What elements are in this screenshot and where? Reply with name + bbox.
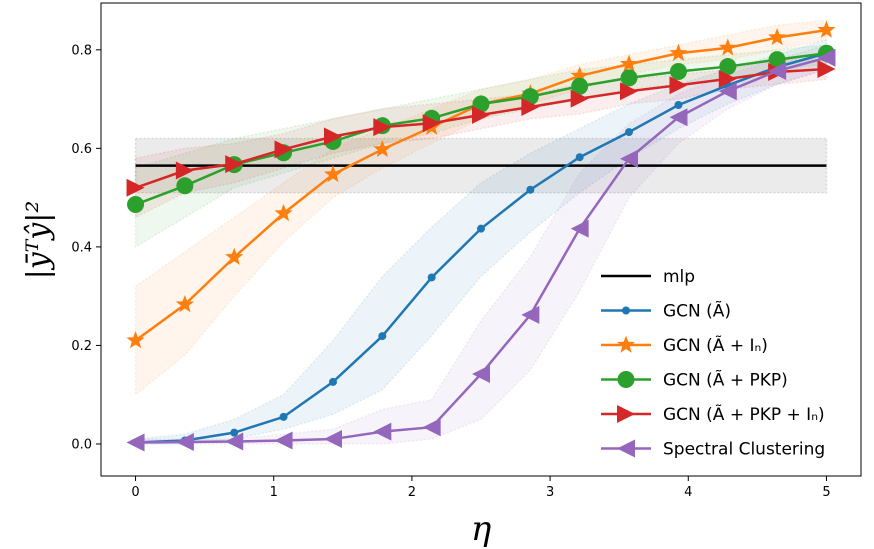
data-point [669,43,688,61]
data-point [669,62,687,80]
data-point [373,422,392,441]
data-point [274,203,293,222]
data-point [622,306,630,315]
data-point [126,178,145,197]
data-point [570,219,589,238]
data-point [570,66,589,84]
data-point [323,164,343,183]
y-tick-label: 0.4 [71,240,92,255]
legend-item: GCN (Ã + PKP + Iₙ) [601,403,825,425]
data-point [373,118,392,137]
series-4 [126,60,836,197]
legend-label: GCN (Ã + PKP) [663,369,788,391]
data-point [768,27,787,46]
data-point [230,428,239,437]
data-point [176,177,194,195]
confidence-band-4 [134,58,828,219]
x-tick-label: 4 [684,485,692,500]
data-point [620,69,638,87]
data-point [175,433,194,452]
confidence-band-1 [134,38,828,445]
y-tick-label: 0.8 [71,43,92,58]
legend-label: mlp [663,267,695,287]
legend-label: Spectral Clustering [663,440,825,460]
confidence-band-3 [134,44,828,249]
x-tick-label: 2 [408,485,416,500]
data-point [521,97,540,116]
data-point [225,432,244,451]
data-point [570,89,589,108]
legend-item: GCN (Ã) [601,300,731,322]
data-point [175,161,194,180]
data-point [279,412,288,421]
data-point [477,224,485,233]
x-axis: 0 1 2 3 4 5 [131,476,831,500]
data-point [329,377,338,386]
data-point [817,60,836,79]
x-axis-title: η [471,509,492,549]
legend-label: GCN (Ã + Iₙ) [663,334,768,356]
x-tick-label: 3 [546,485,554,500]
data-point [619,54,639,72]
data-point [571,77,589,95]
x-tick-label: 1 [270,485,278,500]
data-point [669,108,688,127]
data-point [373,139,392,158]
data-point [126,433,145,452]
data-point [768,51,786,69]
data-point [427,273,436,282]
data-point [274,140,293,159]
data-point [472,365,490,384]
data-point [718,69,737,88]
data-point [817,48,836,67]
legend: mlp GCN (Ã) GCN (Ã + Iₙ) GCN (Ã + PKP) GCN (… [601,267,825,460]
data-point [378,332,387,341]
data-point [324,127,343,146]
data-point [126,331,145,349]
data-point [617,439,635,458]
data-point [768,61,787,80]
legend-label: GCN (Ã + PKP + Iₙ) [663,403,825,425]
data-point [472,105,490,124]
data-point [718,82,737,101]
y-tick-label: 0.2 [71,339,92,354]
x-tick-label: 5 [822,485,830,500]
data-point [718,38,737,56]
data-point [526,185,535,194]
data-point [669,76,688,95]
data-point [575,153,584,162]
data-point [422,418,441,437]
legend-item: GCN (Ã + PKP) [601,369,788,391]
series-layer [126,20,836,452]
y-axis-title: |ȳᵀŷ|² [21,201,56,280]
data-point [624,128,633,137]
data-point [225,155,244,174]
data-point [521,305,540,324]
data-point [225,247,244,265]
data-point [422,114,441,133]
plot-frame [100,2,862,477]
data-point [127,196,145,214]
x-tick-label: 0 [131,485,139,500]
legend-item: mlp [601,267,695,287]
data-point [617,371,635,388]
data-point [619,82,638,101]
y-axis: 0.0 0.2 0.4 0.6 0.8 [71,43,101,452]
data-point [324,430,343,449]
legend-item: GCN (Ã + Iₙ) [601,334,768,356]
data-point [175,295,194,313]
series-5 [126,48,836,452]
legend-item: Spectral Clustering [601,439,825,460]
data-point [274,431,293,450]
y-tick-label: 0.6 [71,142,92,157]
data-point [817,20,836,38]
data-point [616,335,636,353]
data-point [719,58,737,76]
y-tick-label: 0.0 [71,437,92,452]
legend-label: GCN (Ã) [663,300,731,322]
data-point [617,405,635,423]
data-point [674,100,683,109]
data-point [619,149,638,168]
